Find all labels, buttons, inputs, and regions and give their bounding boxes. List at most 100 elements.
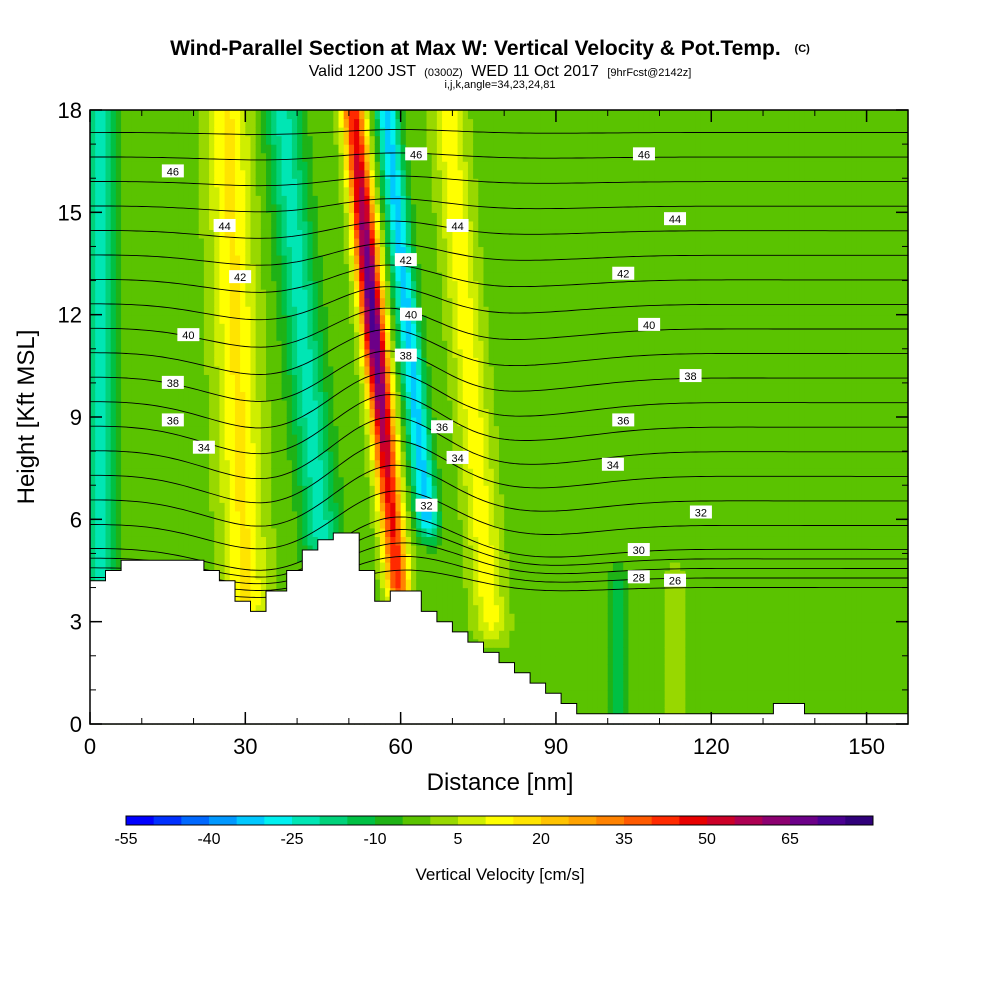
velocity-cell: [115, 434, 122, 444]
velocity-cell: [338, 502, 345, 512]
velocity-cell: [266, 476, 272, 486]
velocity-cell: [193, 485, 200, 495]
velocity-cell: [250, 485, 257, 495]
velocity-cell: [131, 272, 138, 282]
velocity-cell: [146, 382, 153, 393]
velocity-cell: [416, 519, 422, 529]
velocity-cell: [209, 220, 215, 230]
velocity-cell: [229, 357, 236, 367]
velocity-cell: [364, 161, 371, 171]
velocity-cell: [214, 502, 221, 512]
velocity-cell: [297, 476, 303, 486]
velocity-cell: [245, 519, 252, 529]
velocity-cell: [131, 127, 138, 137]
velocity-cell: [95, 434, 101, 444]
velocity-cell: [354, 135, 360, 145]
velocity-cell: [90, 561, 96, 572]
velocity-cell: [157, 272, 164, 282]
velocity-cell: [390, 314, 397, 324]
velocity-cell: [121, 110, 127, 120]
velocity-cell: [167, 357, 174, 367]
velocity-cell: [110, 536, 117, 546]
velocity-cell: [374, 229, 381, 239]
velocity-cell: [276, 203, 283, 213]
velocity-cell: [400, 178, 407, 188]
velocity-cell: [193, 203, 200, 213]
velocity-cell: [395, 553, 402, 563]
velocity-cell: [162, 220, 169, 230]
velocity-cell: [193, 306, 200, 316]
velocity-cell: [146, 408, 153, 418]
velocity-cell: [240, 476, 246, 486]
velocity-cell: [245, 382, 252, 393]
velocity-cell: [338, 169, 345, 179]
velocity-cell: [240, 195, 246, 205]
velocity-cell: [359, 459, 365, 469]
velocity-cell: [115, 178, 122, 188]
velocity-cell: [234, 510, 241, 520]
velocity-cell: [385, 135, 391, 145]
velocity-cell: [421, 246, 428, 256]
velocity-cell: [379, 485, 386, 495]
velocity-cell: [416, 237, 422, 248]
velocity-cell: [193, 220, 200, 230]
velocity-cell: [426, 374, 433, 384]
velocity-cell: [322, 331, 329, 341]
velocity-cell: [374, 152, 381, 162]
velocity-cell: [141, 408, 148, 418]
velocity-cell: [260, 357, 267, 367]
velocity-cell: [224, 135, 231, 145]
velocity-cell: [281, 280, 288, 290]
velocity-cell: [442, 502, 448, 512]
velocity-cell: [146, 135, 153, 145]
velocity-cell: [90, 485, 96, 495]
velocity-cell: [100, 237, 107, 248]
velocity-cell: [271, 169, 277, 179]
velocity-cell: [343, 237, 350, 248]
velocity-cell: [338, 229, 345, 239]
velocity-cell: [291, 246, 298, 256]
velocity-cell: [421, 382, 428, 393]
velocity-cell: [152, 169, 158, 179]
velocity-cell: [172, 237, 179, 248]
velocity-cell: [141, 425, 148, 435]
velocity-cell: [234, 399, 241, 410]
velocity-cell: [95, 459, 101, 469]
velocity-cell: [178, 493, 184, 503]
velocity-cell: [400, 127, 407, 137]
velocity-cell: [271, 459, 277, 469]
velocity-cell: [193, 280, 200, 290]
velocity-cell: [115, 144, 122, 154]
velocity-cell: [291, 357, 298, 367]
velocity-cell: [240, 544, 246, 555]
velocity-cell: [317, 510, 324, 520]
velocity-cell: [90, 169, 96, 179]
velocity-cell: [162, 365, 169, 375]
velocity-cell: [328, 459, 334, 469]
velocity-cell: [281, 323, 288, 333]
velocity-cell: [105, 297, 112, 307]
velocity-cell: [183, 144, 189, 154]
velocity-cell: [410, 110, 417, 120]
velocity-cell: [224, 306, 231, 316]
velocity-cell: [121, 237, 127, 248]
velocity-cell: [374, 579, 381, 589]
velocity-cell: [374, 272, 381, 282]
velocity-cell: [354, 297, 360, 307]
velocity-cell: [152, 314, 158, 324]
velocity-cell: [354, 263, 360, 273]
velocity-cell: [436, 502, 443, 512]
velocity-cell: [348, 178, 355, 188]
velocity-cell: [359, 553, 365, 563]
velocity-cell: [193, 519, 200, 529]
velocity-cell: [442, 135, 448, 145]
velocity-cell: [115, 212, 122, 222]
velocity-cell: [266, 229, 272, 239]
velocity-cell: [343, 135, 350, 145]
velocity-cell: [141, 306, 148, 316]
velocity-cell: [369, 553, 376, 563]
velocity-cell: [146, 110, 153, 120]
velocity-cell: [157, 527, 164, 537]
velocity-cell: [105, 468, 112, 478]
velocity-cell: [255, 408, 262, 418]
